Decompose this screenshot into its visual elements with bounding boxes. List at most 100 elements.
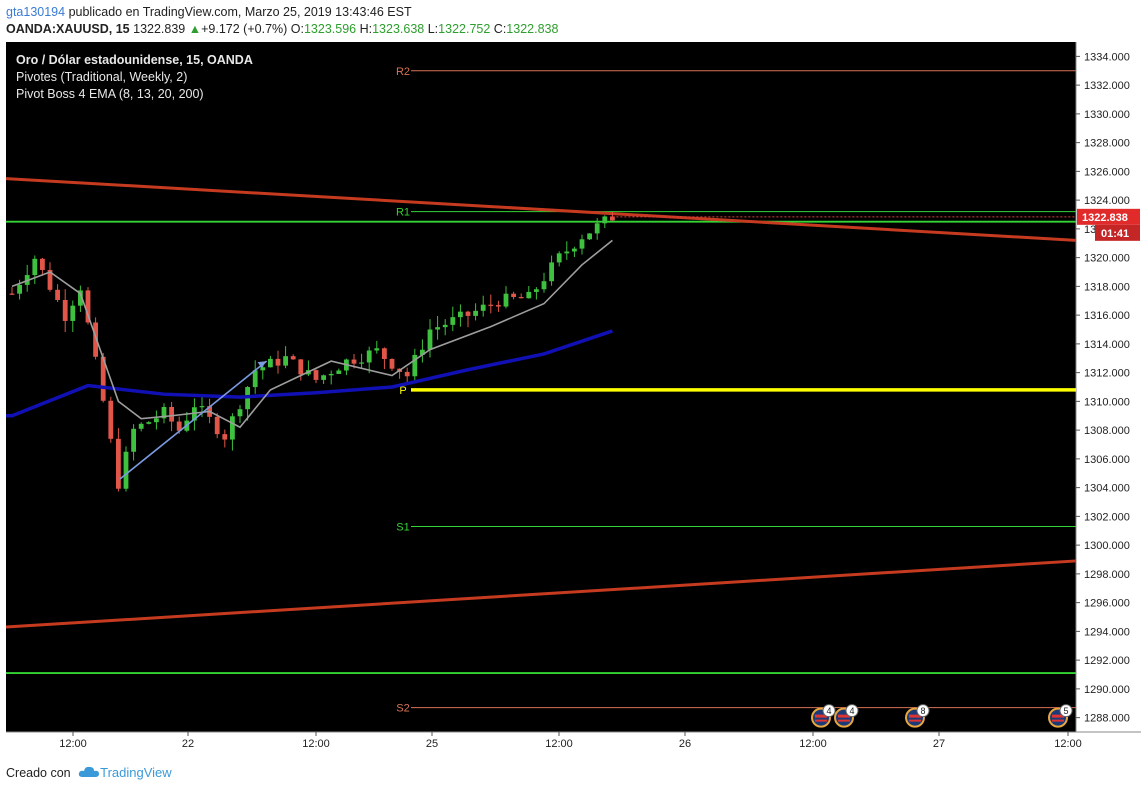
candle-body (488, 304, 494, 306)
candle-body (161, 406, 167, 419)
candle-body (260, 367, 266, 371)
candle-body (549, 262, 554, 282)
y-tick-label: 1314.000 (1084, 339, 1130, 351)
flag-stripe-icon (909, 719, 921, 722)
x-tick-label: 26 (679, 738, 691, 750)
x-tick-label: 12:00 (799, 738, 827, 750)
candle-body (176, 421, 182, 431)
candle-body (389, 358, 395, 369)
countdown-tag-text: 01:41 (1101, 228, 1129, 240)
y-tick-label: 1300.000 (1084, 540, 1130, 552)
footer: Creado con TradingView (6, 765, 172, 781)
legend-title: Oro / Dólar estadounidense, 15, OANDA (16, 53, 253, 67)
change-value: +9.172 (+0.7%) (201, 22, 288, 36)
trendline (6, 177, 1077, 242)
high-value: 1323.638 (372, 22, 425, 36)
candle-body (252, 370, 258, 388)
price-chart[interactable]: 1288.000 1290.000 1292.000 1294.000 1296.000… (6, 42, 1141, 754)
trendline (6, 559, 1077, 629)
event-count-badge (916, 704, 930, 718)
event-count-badge (822, 704, 836, 718)
candle-body (564, 251, 570, 254)
candle-body (85, 290, 91, 323)
event-count-badge (1059, 704, 1073, 718)
candle-body (214, 416, 220, 435)
chart-frame[interactable]: 1288.000 1290.000 1292.000 1294.000 1296.000… (6, 42, 1141, 754)
event-count-text: 4 (826, 706, 831, 716)
arrow-head-icon (257, 361, 267, 369)
chart-legend: Oro / Dólar estadounidense, 15, OANDA Pi… (16, 52, 253, 103)
candle-body (283, 356, 288, 366)
candle-body (32, 258, 38, 276)
drawn-arrow-line (119, 360, 268, 480)
pivot-label-p: P (399, 385, 406, 397)
y-tick-label: 1294.000 (1084, 626, 1130, 638)
author-link[interactable]: gta130194 (6, 5, 66, 19)
candle-body (131, 428, 136, 452)
x-tick-label: 12:00 (302, 738, 330, 750)
legend-ema[interactable]: Pivot Boss 4 EMA (8, 13, 20, 200) (16, 87, 204, 101)
y-tick-label: 1332.000 (1084, 80, 1130, 92)
event-count-badge (845, 704, 859, 718)
tradingview-logo-icon (78, 766, 100, 781)
flag-stripe-icon (815, 719, 827, 722)
candle-body (465, 311, 471, 316)
candle-body (62, 299, 68, 321)
close-value: 1322.838 (506, 22, 559, 36)
candle-body (298, 359, 304, 375)
candle-body (518, 297, 524, 299)
created-with-text: Creado con (6, 766, 71, 780)
candle-body (275, 358, 281, 366)
y-tick-label: 1288.000 (1084, 713, 1130, 725)
candle-body (458, 311, 463, 318)
tradingview-link[interactable]: TradingView (100, 765, 172, 780)
y-tick-label: 1312.000 (1084, 368, 1130, 380)
y-tick-label: 1302.000 (1084, 511, 1130, 523)
event-count-text: 5 (1063, 706, 1068, 716)
y-tick-label: 1292.000 (1084, 655, 1130, 667)
low-label: L: (427, 22, 439, 36)
legend-pivots[interactable]: Pivotes (Traditional, Weekly, 2) (16, 70, 188, 84)
x-tick-label: 12:00 (1054, 738, 1082, 750)
candle-body (435, 327, 440, 330)
flag-stripe-icon (815, 714, 827, 718)
last-price-tag-text: 1322.838 (1082, 212, 1128, 224)
ema-200-line (6, 329, 613, 418)
candle-body (359, 362, 364, 364)
last-price-tag (1077, 208, 1140, 225)
candle-body (47, 269, 53, 290)
candle-body (412, 354, 418, 377)
close-label: C: (493, 22, 507, 36)
symbol-label: OANDA:XAUUSD, 15 (6, 22, 130, 36)
y-tick-label: 1318.000 (1084, 281, 1130, 293)
high-label: H: (359, 22, 373, 36)
candle-body (366, 350, 372, 363)
candle-body (313, 370, 319, 380)
publish-info: publicado en TradingView.com, Marzo 25, … (68, 5, 412, 19)
candle-body (328, 373, 334, 376)
y-tick-label: 1316.000 (1084, 310, 1130, 322)
pivot-label-s1: S1 (396, 521, 409, 533)
open-value: 1323.596 (303, 22, 357, 36)
candle-body (602, 216, 608, 224)
candle-body (427, 329, 433, 350)
candle-body (108, 400, 114, 439)
candle-body (587, 233, 592, 240)
candle-body (154, 418, 159, 423)
candle-body (496, 305, 501, 307)
y-tick-label: 1324.000 (1084, 195, 1130, 207)
candle-body (123, 451, 129, 489)
last-price: 1322.839 (133, 22, 186, 36)
time-scale[interactable] (6, 732, 1141, 754)
y-tick-label: 1328.000 (1084, 138, 1130, 150)
candle-body (473, 310, 478, 316)
candle-body (351, 359, 357, 364)
candle-body (579, 239, 585, 249)
candle-body (78, 290, 83, 306)
x-tick-label: 27 (933, 738, 945, 750)
candle-body (290, 356, 296, 360)
price-scale[interactable] (1076, 42, 1141, 732)
candle-body (321, 375, 326, 380)
candle-body (230, 416, 235, 440)
candle-body (146, 422, 152, 424)
